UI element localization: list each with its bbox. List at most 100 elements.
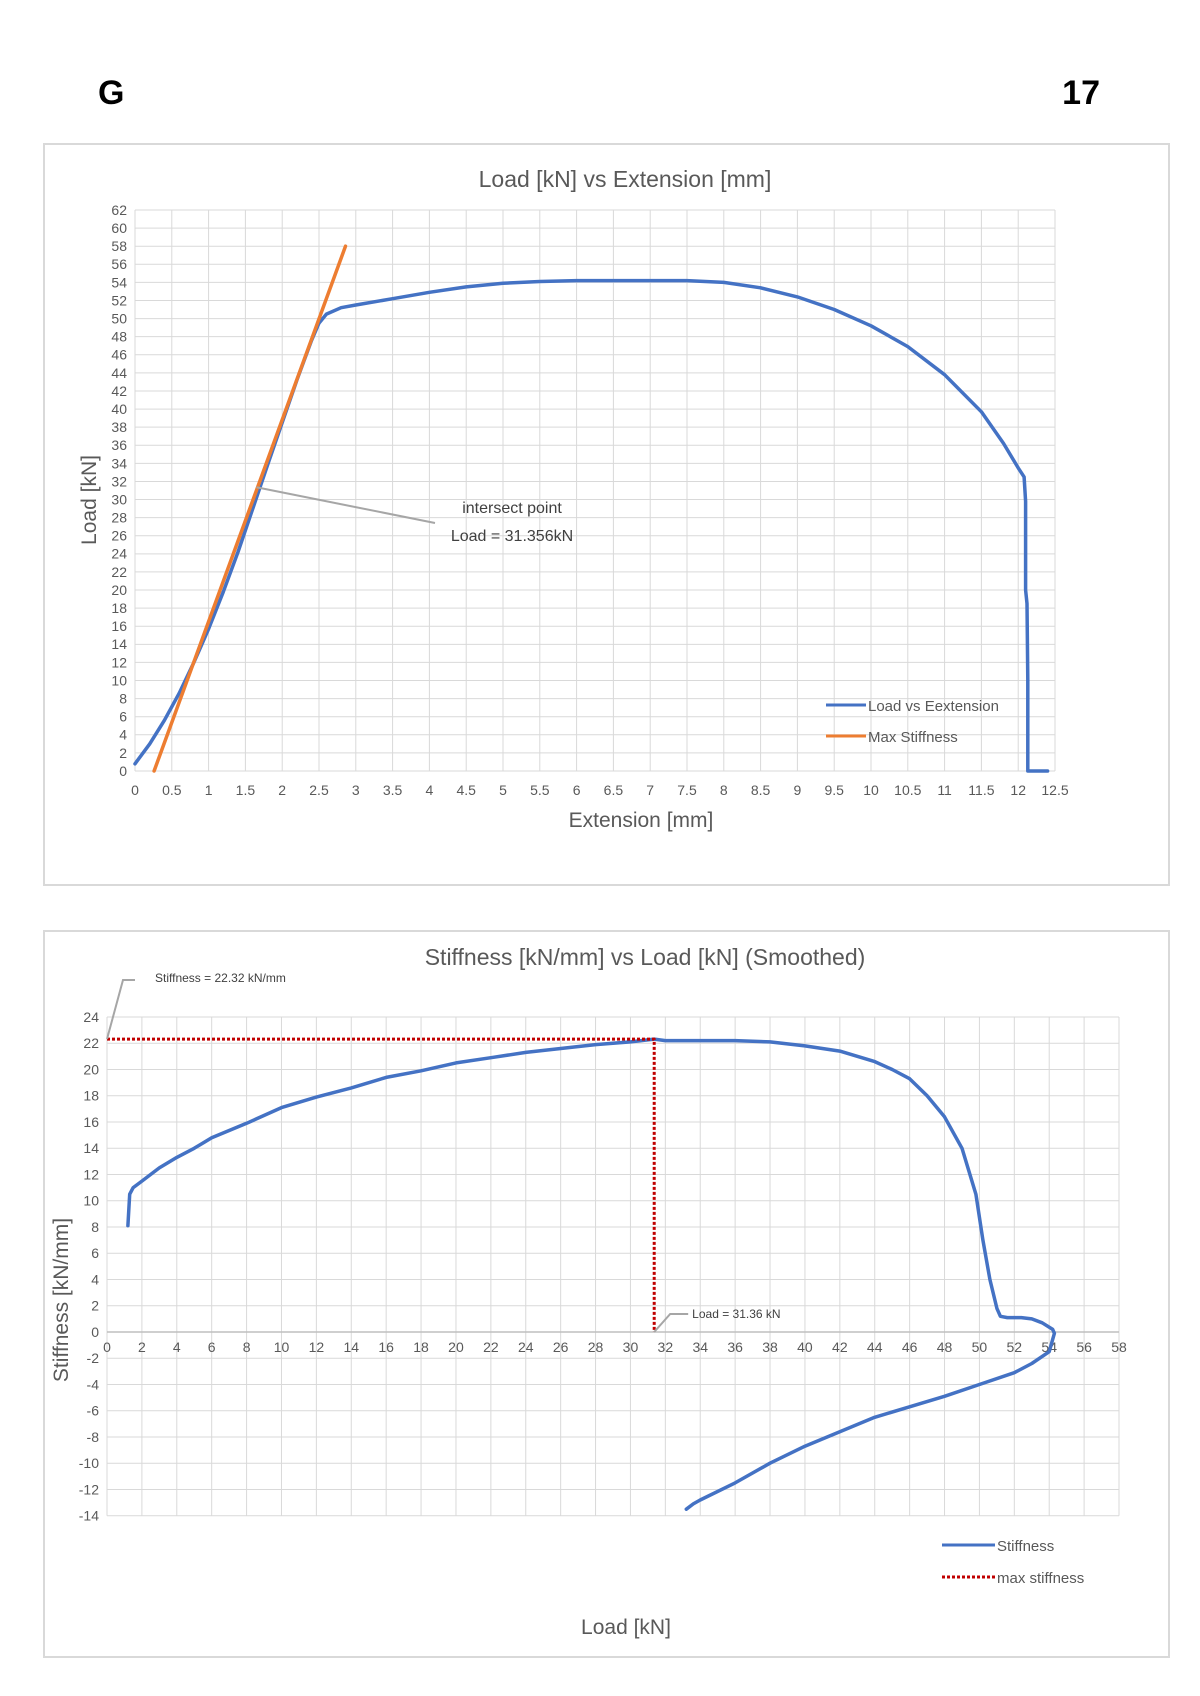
x-tick-label: 38 [762, 1339, 778, 1355]
x-tick-label: 10 [863, 782, 879, 798]
chart-title: Load [kN] vs Extension [mm] [479, 166, 772, 192]
y-tick-label: 10 [83, 1193, 99, 1209]
x-tick-label: 28 [588, 1339, 604, 1355]
x-tick-label: 10.5 [894, 782, 921, 798]
x-tick-label: 6.5 [604, 782, 624, 798]
y-axis-label: Stiffness [kN/mm] [50, 1218, 73, 1382]
x-tick-label: 8 [243, 1339, 251, 1355]
y-tick-label: 60 [111, 220, 127, 236]
x-tick-label: 52 [1007, 1339, 1023, 1355]
x-tick-label: 6 [208, 1339, 216, 1355]
annotation-text: intersect point [462, 500, 562, 517]
y-tick-label: 54 [111, 274, 127, 290]
y-tick-label: 12 [83, 1166, 99, 1182]
y-tick-label: 16 [83, 1114, 99, 1130]
x-tick-label: 9.5 [824, 782, 844, 798]
x-tick-label: 0.5 [162, 782, 182, 798]
y-tick-label: 8 [119, 691, 127, 707]
series-line-max-stiffness [152, 244, 348, 773]
page-number: 17 [1062, 74, 1100, 112]
x-tick-label: 6 [573, 782, 581, 798]
y-tick-label: 36 [111, 437, 127, 453]
y-tick-label: 30 [111, 491, 127, 507]
y-tick-label: 46 [111, 347, 127, 363]
annotation-text: Load = 31.356kN [451, 528, 573, 545]
y-tick-label: 40 [111, 401, 127, 417]
y-tick-label: 20 [83, 1061, 99, 1077]
y-tick-label: 14 [111, 636, 127, 652]
annotation-text: Stiffness = 22.32 kN/mm [155, 971, 286, 985]
y-tick-label: 44 [111, 365, 127, 381]
legend-label-load: Load vs Eextension [868, 698, 999, 715]
y-tick-label: -8 [87, 1429, 100, 1445]
x-tick-label: 12.5 [1041, 782, 1068, 798]
x-tick-label: 2 [278, 782, 286, 798]
annotations: Stiffness = 22.32 kN/mm Load = 31.36 kN [106, 971, 781, 1333]
load-extension-chart-svg: Load [kN] vs Extension [mm] Extension [m… [78, 166, 1069, 832]
x-tick-label: 2 [138, 1339, 146, 1355]
x-tick-label: 14 [343, 1339, 359, 1355]
y-tick-label: -14 [79, 1508, 99, 1524]
x-tick-label: 46 [902, 1339, 918, 1355]
x-tick-label: 11.5 [968, 782, 994, 798]
y-tick-label: 6 [91, 1245, 99, 1261]
x-tick-label: 1 [205, 782, 213, 798]
x-tick-label: 10 [274, 1339, 290, 1355]
x-tick-label: 40 [797, 1339, 813, 1355]
y-tick-label: 8 [91, 1219, 99, 1235]
y-tick-label: 20 [111, 582, 127, 598]
y-tick-label: -6 [87, 1403, 100, 1419]
y-tick-label: 56 [111, 256, 127, 272]
y-tick-label: -10 [79, 1455, 99, 1471]
x-tick-label: 3 [352, 782, 360, 798]
y-tick-label: 42 [111, 383, 127, 399]
y-tick-label: 2 [91, 1298, 99, 1314]
legend: Stiffness max stiffness [942, 1538, 1084, 1587]
legend-label-max-stiffness: max stiffness [997, 1570, 1084, 1587]
x-tick-label: 32 [658, 1339, 674, 1355]
y-tick-label: -2 [87, 1350, 100, 1366]
legend-label-stiffness: Stiffness [997, 1538, 1054, 1555]
x-tick-label: 48 [937, 1339, 953, 1355]
y-tick-label: 50 [111, 310, 127, 326]
y-tick-label: 26 [111, 528, 127, 544]
x-tick-label: 34 [692, 1339, 708, 1355]
x-tick-label: 26 [553, 1339, 569, 1355]
stiffness-load-chart: Stiffness [kN/mm] vs Load [kN] (Smoothed… [43, 930, 1170, 1658]
x-tick-label: 7 [646, 782, 654, 798]
x-tick-label: 9 [794, 782, 802, 798]
y-tick-label: -4 [87, 1376, 100, 1392]
x-tick-label: 20 [448, 1339, 464, 1355]
x-tick-label: 50 [972, 1339, 988, 1355]
x-tick-label: 5.5 [530, 782, 550, 798]
intersect-annotation: intersect point Load = 31.356kN [256, 486, 573, 545]
y-tick-label: 4 [91, 1271, 99, 1287]
x-tick-label: 1.5 [236, 782, 256, 798]
y-tick-label: 48 [111, 329, 127, 345]
y-tick-label: 32 [111, 473, 127, 489]
x-tick-labels: 0 0.5 1 1.5 2 2.5 3 3.5 4 4.5 5 5.5 6 6.5 7 7.5 8 8.5 9 9.5… [131, 782, 1069, 798]
y-tick-label: 62 [111, 202, 127, 218]
legend: Load vs Eextension Max Stiffness [826, 698, 999, 746]
x-tick-label: 12 [309, 1339, 325, 1355]
annotation-leader-line [106, 979, 135, 1040]
x-tick-label: 22 [483, 1339, 499, 1355]
y-axis-label: Load [kN] [78, 455, 101, 545]
x-tick-label: 30 [623, 1339, 639, 1355]
y-tick-label: 22 [111, 564, 127, 580]
x-axis-label: Load [kN] [581, 1616, 671, 1639]
page-letter: G [98, 74, 125, 112]
y-tick-label: 6 [119, 709, 127, 725]
x-tick-label: 42 [832, 1339, 848, 1355]
x-tick-label: 44 [867, 1339, 883, 1355]
chart-grid [106, 1016, 1120, 1517]
x-tick-label: 7.5 [677, 782, 697, 798]
y-tick-labels: 0246810121416182022242628303234363840424… [111, 202, 127, 779]
x-tick-label: 8 [720, 782, 728, 798]
x-tick-label: 5 [499, 782, 507, 798]
y-tick-label: 0 [119, 763, 127, 779]
series-line-stiffness [126, 1037, 1057, 1511]
y-tick-label: -12 [79, 1481, 99, 1497]
x-tick-label: 18 [413, 1339, 429, 1355]
x-tick-label: 3.5 [383, 782, 403, 798]
